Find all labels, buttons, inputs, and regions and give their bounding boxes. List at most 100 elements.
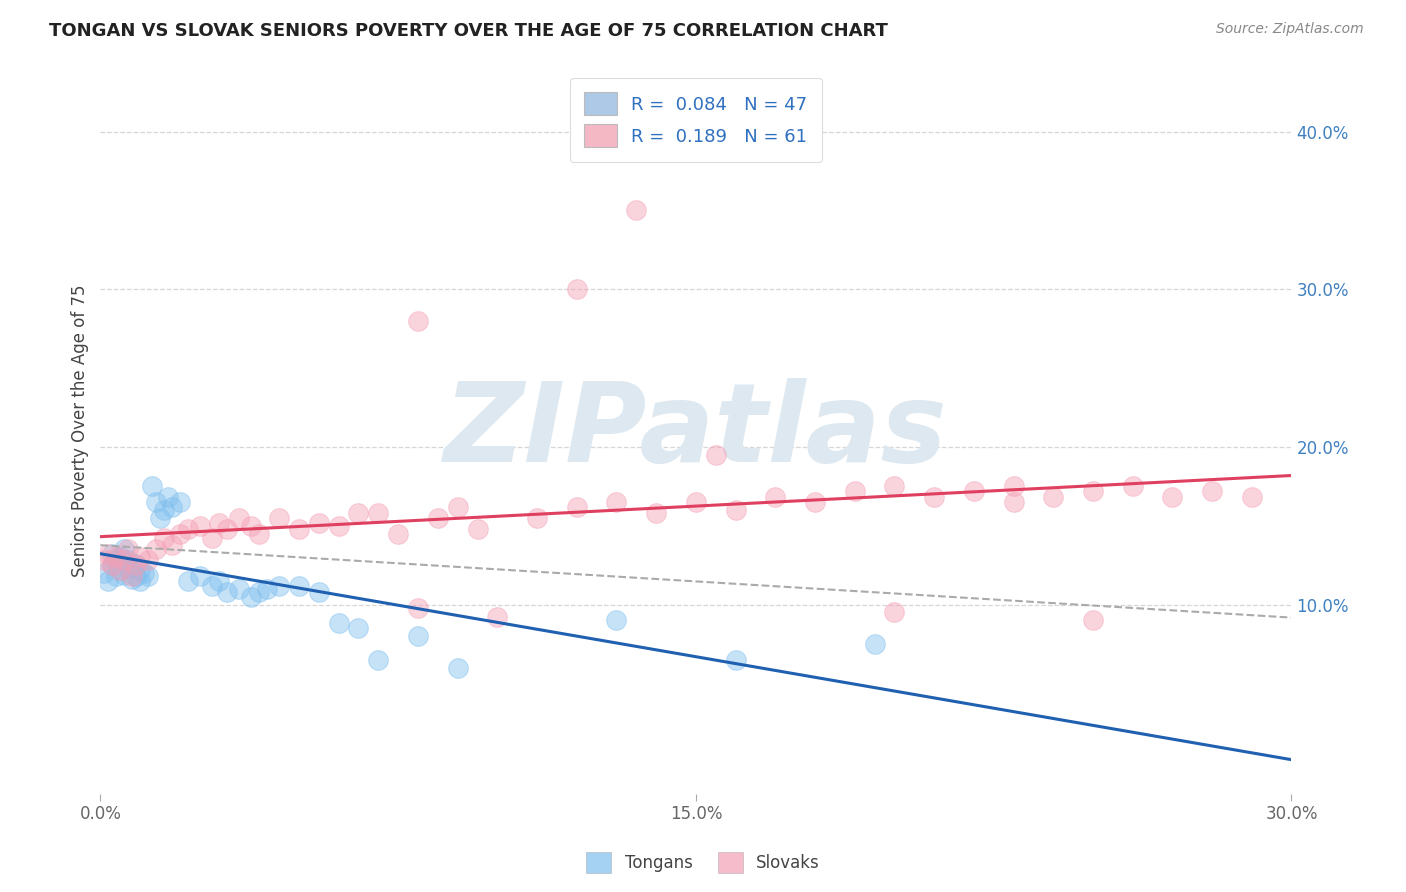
Point [125, 569, 148, 583]
Point [1122, 479, 1144, 493]
Point [1081, 613, 1104, 627]
Point [963, 483, 986, 498]
Point [1201, 483, 1223, 498]
Point [1161, 491, 1184, 505]
Point [132, 566, 155, 580]
Point [347, 506, 370, 520]
Point [145, 542, 167, 557]
Point [256, 582, 278, 596]
Point [308, 585, 330, 599]
Point [228, 582, 250, 596]
Point [101, 547, 124, 561]
Point [367, 506, 389, 520]
Point [406, 629, 429, 643]
Point [565, 282, 588, 296]
Point [208, 516, 231, 530]
Point [447, 660, 470, 674]
Point [328, 518, 350, 533]
Point [153, 531, 176, 545]
Point [605, 613, 627, 627]
Point [136, 569, 159, 583]
Point [426, 510, 449, 524]
Y-axis label: Seniors Poverty Over the Age of 75: Seniors Poverty Over the Age of 75 [72, 285, 89, 577]
Point [367, 653, 389, 667]
Point [724, 503, 747, 517]
Point [863, 637, 886, 651]
Point [685, 495, 707, 509]
Point [447, 500, 470, 514]
Point [145, 495, 167, 509]
Point [240, 590, 263, 604]
Point [922, 491, 945, 505]
Point [486, 610, 509, 624]
Point [267, 510, 290, 524]
Point [1240, 491, 1263, 505]
Point [160, 500, 183, 514]
Point [105, 553, 128, 567]
Point [112, 553, 135, 567]
Point [288, 522, 311, 536]
Point [883, 606, 905, 620]
Point [169, 495, 191, 509]
Point [97, 547, 120, 561]
Point [406, 314, 429, 328]
Point [804, 495, 827, 509]
Point [217, 585, 239, 599]
Point [200, 578, 222, 592]
Point [97, 574, 120, 588]
Point [467, 522, 489, 536]
Point [153, 503, 176, 517]
Point [1002, 495, 1025, 509]
Point [129, 550, 152, 565]
Point [188, 569, 211, 583]
Point [1002, 479, 1025, 493]
Point [308, 516, 330, 530]
Point [125, 557, 148, 571]
Point [406, 600, 429, 615]
Point [704, 448, 727, 462]
Point [117, 561, 139, 575]
Legend: Tongans, Slovaks: Tongans, Slovaks [579, 846, 827, 880]
Point [1042, 491, 1064, 505]
Point [645, 506, 668, 520]
Point [101, 558, 124, 573]
Point [93, 566, 115, 580]
Point [129, 574, 152, 588]
Point [247, 585, 270, 599]
Point [724, 653, 747, 667]
Text: Source: ZipAtlas.com: Source: ZipAtlas.com [1216, 22, 1364, 37]
Point [228, 510, 250, 524]
Text: TONGAN VS SLOVAK SENIORS POVERTY OVER THE AGE OF 75 CORRELATION CHART: TONGAN VS SLOVAK SENIORS POVERTY OVER TH… [49, 22, 889, 40]
Point [208, 574, 231, 588]
Point [169, 526, 191, 541]
Text: ZIPatlas: ZIPatlas [444, 377, 948, 484]
Point [112, 542, 135, 557]
Point [141, 479, 163, 493]
Point [121, 559, 143, 574]
Point [108, 563, 131, 577]
Point [387, 526, 409, 541]
Point [288, 578, 311, 592]
Point [883, 479, 905, 493]
Point [156, 491, 179, 505]
Point [108, 563, 131, 577]
Point [176, 574, 198, 588]
Point [108, 550, 131, 565]
Legend: R =  0.084   N = 47, R =  0.189   N = 61: R = 0.084 N = 47, R = 0.189 N = 61 [569, 78, 823, 161]
Point [188, 518, 211, 533]
Point [240, 518, 263, 533]
Point [101, 558, 124, 573]
Point [605, 495, 627, 509]
Point [149, 510, 172, 524]
Point [328, 616, 350, 631]
Point [93, 553, 115, 567]
Point [844, 483, 866, 498]
Point [217, 522, 239, 536]
Point [105, 569, 128, 583]
Point [117, 542, 139, 557]
Point [565, 500, 588, 514]
Point [121, 572, 143, 586]
Point [105, 550, 128, 565]
Point [763, 491, 786, 505]
Point [160, 538, 183, 552]
